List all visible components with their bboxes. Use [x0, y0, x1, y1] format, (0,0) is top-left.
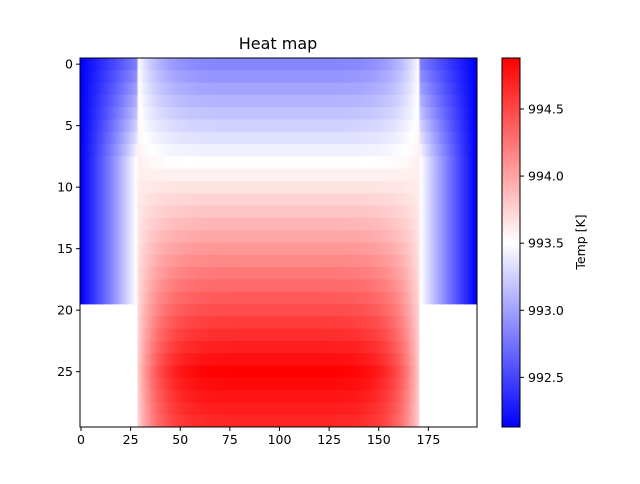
- colorbar-label: Temp [K]: [573, 214, 588, 270]
- heatmap-row-12: [80, 205, 477, 219]
- heatmap-row-27: [137, 390, 420, 403]
- colorbar-tick-label: 992.5: [528, 370, 564, 385]
- colorbar-tick-label: 993.0: [528, 303, 564, 318]
- chart-title: Heat map: [239, 34, 318, 53]
- heatmap-row-13: [80, 217, 477, 231]
- heatmap-row-0: [80, 58, 477, 71]
- heatmap-row-19: [80, 291, 477, 305]
- colorbar-tick-label: 993.5: [528, 236, 564, 251]
- heatmap-row-10: [80, 181, 477, 194]
- heatmap-row-17: [80, 267, 477, 280]
- y-tick-label: 10: [57, 180, 73, 195]
- x-axis: 0 25 50 75 100 125 150 175: [77, 427, 440, 447]
- x-tick-label: 150: [367, 432, 391, 447]
- x-tick-label: 25: [123, 432, 139, 447]
- colorbar-tick-label: 994.5: [528, 101, 564, 116]
- heatmap-row-18: [80, 279, 477, 293]
- x-tick-label: 0: [77, 432, 85, 447]
- y-tick-label: 5: [65, 118, 73, 133]
- colorbar: 992.5 993.0 993.5 994.0 994.5: [501, 57, 564, 428]
- heatmap-row-28: [137, 402, 420, 416]
- heatmap-row-7: [80, 144, 477, 157]
- heatmap-row-26: [137, 377, 420, 391]
- heatmap-row-20: [137, 304, 420, 317]
- heatmap-row-21: [137, 316, 420, 329]
- heatmap-row-6: [80, 131, 477, 145]
- heatmap-row-29: [137, 414, 420, 428]
- heatmap-row-24: [137, 353, 420, 366]
- y-axis: 0 5 10 15 20 25: [57, 57, 80, 379]
- y-tick-label: 15: [57, 241, 73, 256]
- x-tick-label: 75: [222, 432, 238, 447]
- x-tick-label: 100: [268, 432, 292, 447]
- colorbar-tick-label: 994.0: [528, 169, 564, 184]
- heatmap-row-16: [80, 254, 477, 268]
- heatmap-row-3: [80, 94, 477, 108]
- heatmap-row-14: [80, 230, 477, 243]
- colorbar-gradient: [501, 57, 521, 428]
- heatmap-row-5: [80, 119, 477, 133]
- heatmap-row-22: [137, 328, 420, 342]
- heatmap-row-4: [80, 107, 477, 120]
- y-tick-label: 20: [57, 303, 73, 318]
- heatmap-row-25: [137, 365, 420, 379]
- heatmap-row-2: [80, 82, 477, 96]
- heatmap-row-15: [80, 242, 477, 256]
- x-tick-label: 175: [416, 432, 440, 447]
- x-tick-label: 50: [172, 432, 188, 447]
- y-tick-label: 0: [65, 57, 73, 72]
- plot-frame: [79, 57, 478, 428]
- heatmap-row-11: [80, 193, 477, 206]
- heatmap-row-1: [80, 70, 477, 83]
- heatmap-row-23: [137, 340, 420, 354]
- heatmap-row-9: [80, 168, 477, 182]
- heatmap-row-8: [80, 156, 477, 170]
- heatmap-cells: [80, 58, 477, 428]
- x-tick-label: 125: [317, 432, 341, 447]
- y-tick-label: 25: [57, 364, 73, 379]
